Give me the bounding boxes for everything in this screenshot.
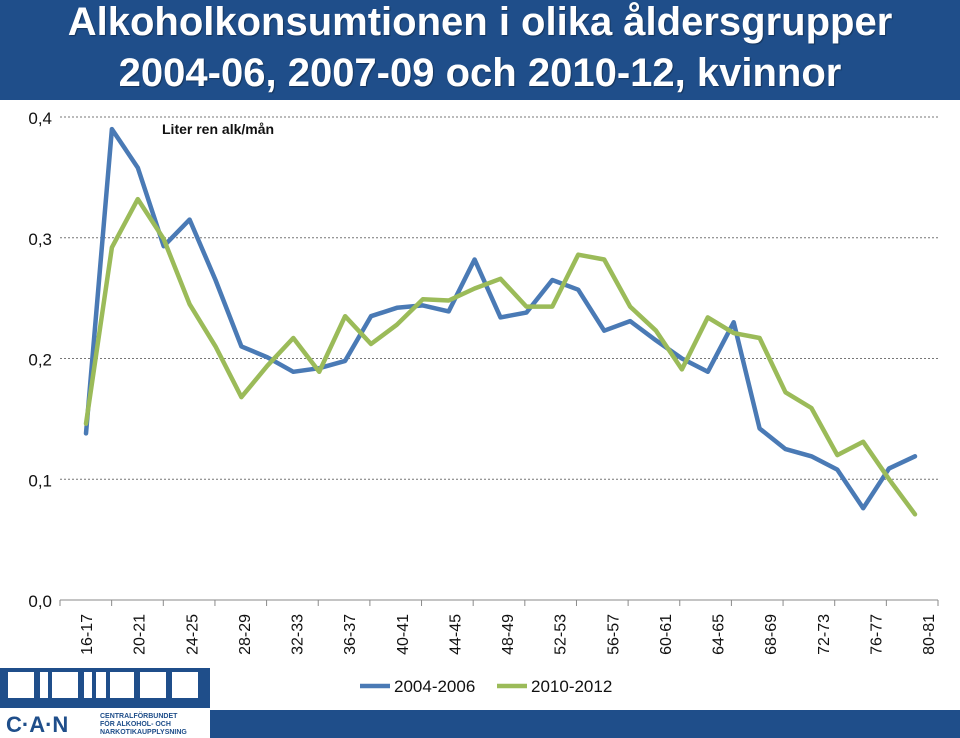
x-tick-label: 24-25 — [184, 614, 201, 655]
y-tick-label: 0,3 — [28, 230, 52, 249]
y-tick-label: 0,4 — [28, 109, 52, 128]
x-tick-label: 80-81 — [921, 614, 938, 655]
x-tick-label: 40-41 — [395, 614, 412, 655]
title-line-2: 2004-06, 2007-09 och 2010-12, kvinnor — [118, 51, 842, 95]
x-tick-label: 60-61 — [658, 614, 675, 655]
x-tick-label: 72-73 — [816, 614, 833, 655]
x-tick-label: 44-45 — [447, 614, 464, 655]
x-tick-label: 76-77 — [868, 614, 885, 655]
legend-label: 2010-2012 — [531, 677, 612, 696]
x-tick-label: 32-33 — [290, 614, 307, 655]
x-tick-label: 68-69 — [763, 614, 780, 655]
series-line — [83, 196, 918, 517]
x-tick-label: 52-53 — [553, 614, 570, 655]
title-line-1: Alkoholkonsumtionen i olika åldersgruppe… — [67, 0, 893, 44]
y-axis-title: Liter ren alk/mån — [162, 121, 274, 137]
y-tick-label: 0,2 — [28, 351, 52, 370]
logo-subtitle-1: CENTRALFÖRBUNDET — [100, 711, 178, 720]
x-tick-label: 64-65 — [711, 614, 728, 655]
series-line — [83, 126, 918, 511]
y-tick-label: 0,0 — [28, 592, 52, 611]
x-tick-label: 48-49 — [500, 614, 517, 655]
legend-label: 2004-2006 — [394, 677, 475, 696]
logo-text-band — [0, 708, 210, 738]
x-tick-label: 28-29 — [237, 614, 254, 655]
logo-subtitle-2: FÖR ALKOHOL- OCH — [100, 719, 171, 728]
y-tick-label: 0,1 — [28, 471, 52, 490]
x-tick-label: 36-37 — [342, 614, 359, 655]
x-tick-label: 16-17 — [79, 614, 96, 655]
logo-name: C·A·N — [6, 712, 68, 737]
logo-bars — [8, 672, 198, 698]
can-logo: C·A·N CENTRALFÖRBUNDET FÖR ALKOHOL- OCH … — [0, 668, 210, 738]
logo-subtitle-3: NARKOTIKAUPPLYSNING — [100, 729, 187, 736]
chart-panel — [0, 100, 960, 710]
x-tick-label: 20-21 — [132, 614, 149, 655]
x-tick-label: 56-57 — [605, 614, 622, 655]
